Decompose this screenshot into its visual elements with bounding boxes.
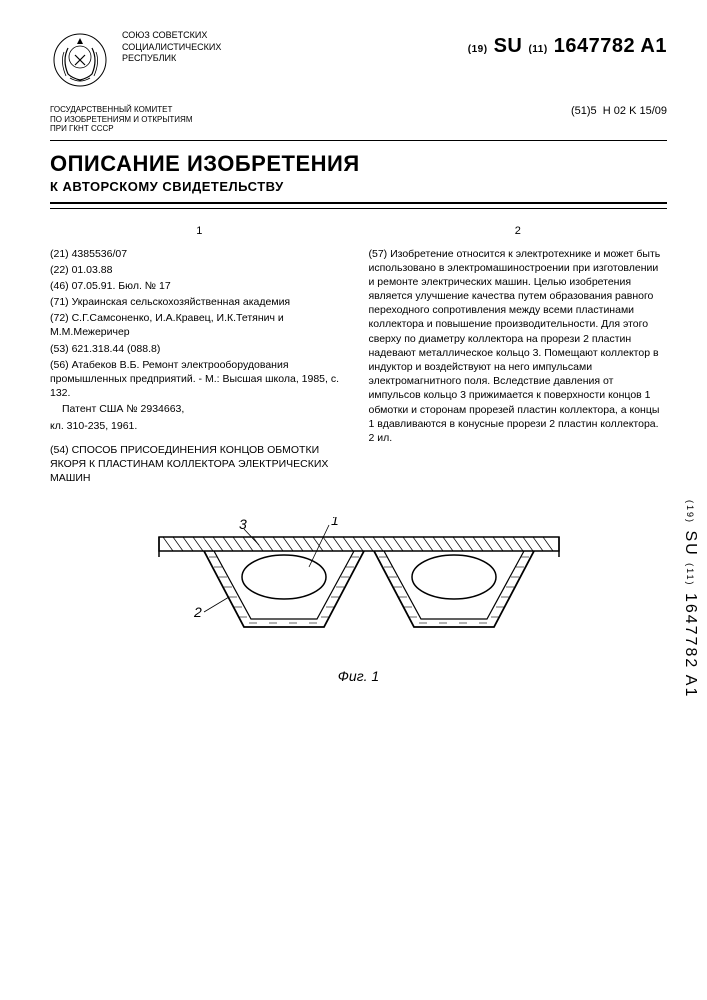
publication-number: (19) SU (11) 1647782 A1 bbox=[468, 35, 667, 58]
field-54: (54) СПОСОБ ПРИСОЕДИНЕНИЯ КОНЦОВ ОБМОТКИ… bbox=[50, 443, 349, 486]
field-56: (56) Атабеков В.Б. Ремонт электрооборудо… bbox=[50, 358, 349, 401]
figure-caption: Фиг. 1 bbox=[50, 668, 667, 684]
union-name: СОЮЗ СОВЕТСКИХ СОЦИАЛИСТИЧЕСКИХ РЕСПУБЛИ… bbox=[122, 30, 221, 65]
state-emblem-icon bbox=[50, 30, 110, 90]
column-number: 1 bbox=[50, 224, 349, 239]
column-number: 2 bbox=[369, 224, 668, 239]
field-71: (71) Украинская сельскохозяйственная ака… bbox=[50, 295, 349, 309]
figure-label-2: 2 bbox=[193, 604, 202, 620]
divider bbox=[50, 140, 667, 141]
side-publication-number: (19) SU (11) 1647782 A1 bbox=[681, 500, 699, 698]
field-72: (72) С.Г.Самсоненко, И.А.Кравец, И.К.Тет… bbox=[50, 311, 349, 339]
field-46: (46) 07.05.91. Бюл. № 17 bbox=[50, 279, 349, 293]
field-21: (21) 4385536/07 bbox=[50, 247, 349, 261]
column-right: 2 (57) Изобретение относится к электроте… bbox=[369, 224, 668, 487]
figure-1: 3 1 2 Фиг. 1 bbox=[50, 517, 667, 684]
divider-thick bbox=[50, 202, 667, 204]
field-56-patent: Патент США № 2934663, bbox=[50, 402, 349, 416]
field-53: (53) 621.318.44 (088.8) bbox=[50, 342, 349, 356]
divider bbox=[50, 208, 667, 209]
document-subtitle: К АВТОРСКОМУ СВИДЕТЕЛЬСТВУ bbox=[50, 179, 667, 194]
ipc-code: (51)5 H 02 K 15/09 bbox=[571, 105, 667, 117]
field-56-class: кл. 310-235, 1961. bbox=[50, 419, 349, 433]
field-57-abstract: (57) Изобретение относится к электротехн… bbox=[369, 247, 668, 445]
column-left: 1 (21) 4385536/07 (22) 01.03.88 (46) 07.… bbox=[50, 224, 349, 487]
document-title: ОПИСАНИЕ ИЗОБРЕТЕНИЯ bbox=[50, 151, 667, 177]
figure-label-1: 1 bbox=[331, 517, 339, 528]
field-22: (22) 01.03.88 bbox=[50, 263, 349, 277]
figure-label-3: 3 bbox=[239, 517, 247, 532]
